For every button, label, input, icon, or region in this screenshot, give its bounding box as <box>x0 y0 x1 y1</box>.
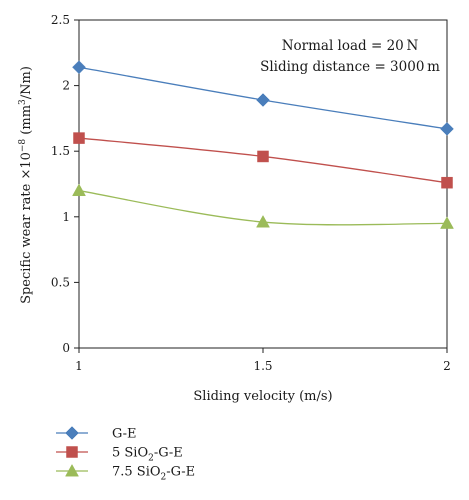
plot-area: 0 0.5 1 1.5 2 2.5 1 1.5 2 <box>51 13 454 373</box>
x-tick-label: 1.5 <box>253 359 272 373</box>
y-tick-label: 2 <box>62 79 70 93</box>
legend-label-0: G-E <box>112 427 137 442</box>
legend-marker-2 <box>65 463 79 477</box>
y-axis-title: Specific wear rate ×10−8 (mm3/Nm) <box>18 66 34 304</box>
data-point-series-0-0 <box>72 60 86 75</box>
data-point-series-0-2 <box>440 122 454 136</box>
data-point-series-2-2 <box>440 216 454 229</box>
legend-marker-1 <box>66 446 78 458</box>
x-tick-label: 1 <box>75 359 83 373</box>
x-tick-label: 2 <box>443 359 451 373</box>
y-tick-label: 0.5 <box>51 275 70 289</box>
y-tick-label: 0 <box>62 341 70 355</box>
legend-marker-0 <box>65 426 79 440</box>
x-axis-title: Sliding velocity (m/s) <box>193 389 332 404</box>
data-point-series-0-1 <box>256 93 270 107</box>
y-tick-label: 1.5 <box>51 144 70 158</box>
data-point-series-2-0 <box>72 183 86 197</box>
data-point-series-1-0 <box>73 132 85 144</box>
y-tick-label: 1 <box>62 210 70 224</box>
data-point-series-1-1 <box>257 150 269 163</box>
y-tick-label: 2.5 <box>51 13 70 27</box>
annotation-normal-load: Normal load = 20 N <box>282 38 419 54</box>
data-point-series-1-2 <box>441 176 453 189</box>
annotation-sliding-distance: Sliding distance = 3000 m <box>260 59 440 75</box>
legend-label-1: 5 SiO2-G-E <box>112 446 183 464</box>
data-point-series-2-1 <box>256 215 270 228</box>
legend-label-2: 7.5 SiO2-G-E <box>112 465 195 483</box>
legend: G-E 5 SiO2-G-E7.5 SiO2-G-E <box>56 426 195 483</box>
